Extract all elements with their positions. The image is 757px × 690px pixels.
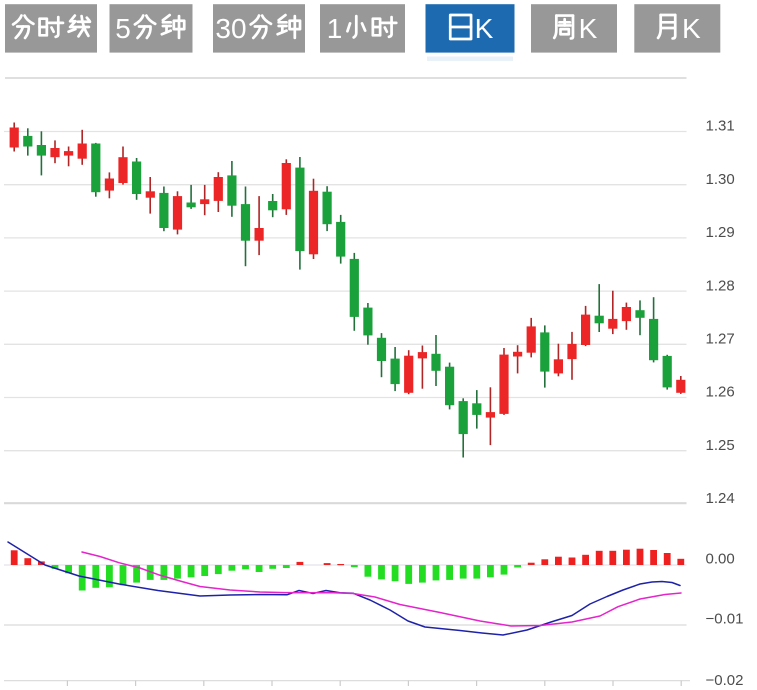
svg-text:1.27: 1.27: [706, 331, 735, 348]
svg-text:K: K: [682, 13, 701, 44]
svg-text:0.00: 0.00: [706, 550, 735, 567]
svg-text:K: K: [475, 13, 494, 44]
svg-text:1.26: 1.26: [706, 384, 735, 401]
svg-text:K: K: [579, 13, 598, 44]
svg-text:1.29: 1.29: [706, 224, 735, 241]
svg-text:1.24: 1.24: [706, 490, 735, 507]
svg-text:1: 1: [327, 13, 343, 44]
svg-text:1.25: 1.25: [706, 437, 735, 454]
svg-text:0: 0: [231, 13, 247, 44]
svg-text:−0.01: −0.01: [706, 611, 744, 628]
svg-text:1.28: 1.28: [706, 277, 735, 294]
svg-text:1.30: 1.30: [706, 171, 735, 188]
svg-text:−0.02: −0.02: [706, 672, 744, 689]
svg-text:1.31: 1.31: [706, 118, 735, 135]
svg-text:5: 5: [115, 13, 131, 44]
svg-text:3: 3: [215, 13, 231, 44]
